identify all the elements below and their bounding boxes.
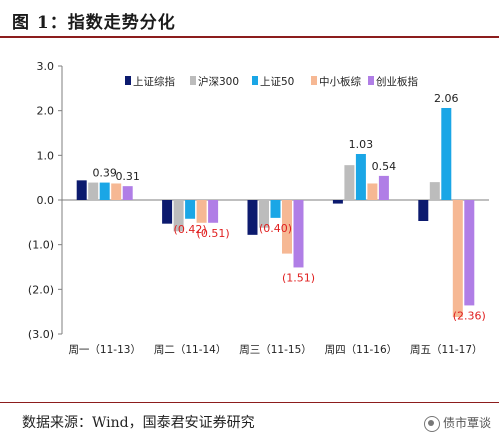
y-tick-label: 0.0 <box>37 194 55 207</box>
legend-swatch <box>311 76 317 85</box>
bar <box>270 200 281 218</box>
data-label: 0.31 <box>115 170 140 183</box>
y-tick-label: 3.0 <box>37 60 55 73</box>
bar <box>293 200 304 268</box>
bar <box>259 200 269 228</box>
title-divider <box>0 36 499 38</box>
bar <box>282 200 292 254</box>
watermark: 债市覃谈 <box>423 414 491 432</box>
bar <box>196 200 207 223</box>
bar <box>185 200 196 219</box>
bar <box>355 153 366 200</box>
footer-divider <box>0 402 499 403</box>
bar <box>367 183 378 200</box>
bar <box>418 200 429 221</box>
bar <box>464 200 475 306</box>
legend-label: 上证综指 <box>133 75 175 88</box>
bar <box>173 200 184 232</box>
bar <box>122 186 133 200</box>
bar <box>429 182 440 200</box>
data-source-note: 数据来源：Wind，国泰君安证券研究 <box>22 415 255 431</box>
data-label: (2.36) <box>453 309 486 322</box>
data-label: 1.03 <box>349 138 374 151</box>
bar <box>111 183 122 200</box>
y-tick-label: 2.0 <box>37 105 55 118</box>
legend-swatch <box>125 76 131 85</box>
data-label: (0.40) <box>259 222 292 235</box>
y-tick-label: (3.0) <box>28 328 54 341</box>
x-category-label: 周一（11-13） <box>68 344 141 356</box>
legend-label: 上证50 <box>260 76 294 88</box>
bar <box>208 200 219 223</box>
data-label: 0.39 <box>92 167 117 180</box>
wechat-icon <box>423 415 440 432</box>
bar <box>332 200 343 204</box>
legend-swatch <box>368 76 374 85</box>
legend-label: 中小板综 <box>319 75 361 88</box>
x-category-label: 周二（11-14） <box>154 344 227 356</box>
data-label: 0.54 <box>372 160 397 173</box>
y-tick-label: 1.0 <box>37 149 55 162</box>
legend-swatch <box>252 76 258 85</box>
bar <box>88 182 99 200</box>
index-trend-chart: 3.0 2.0 1.0 0.0 (1.0) (2.0) (3.0) 上证综指 沪深300 上证50… <box>0 40 499 392</box>
bar <box>247 200 258 235</box>
bar <box>99 182 110 200</box>
bar <box>344 165 355 200</box>
bar <box>378 175 389 200</box>
data-label: 2.06 <box>434 92 459 105</box>
y-tick-label: (1.0) <box>28 239 54 252</box>
bar <box>162 200 173 224</box>
bar <box>452 200 463 318</box>
bar <box>441 107 452 200</box>
watermark-text: 债市覃谈 <box>442 416 491 430</box>
legend-label: 沪深300 <box>198 75 239 88</box>
x-category-label: 周三（11-15） <box>239 344 312 356</box>
bar <box>76 180 87 200</box>
figure-title-row: 图 1：指数走势分化 <box>0 0 499 40</box>
x-category-label: 周五（11-17） <box>410 344 483 356</box>
legend-label: 创业板指 <box>376 75 418 88</box>
y-tick-label: (2.0) <box>28 283 54 296</box>
data-label: (0.51) <box>197 227 230 240</box>
data-label: (0.42) <box>174 223 207 236</box>
x-category-label: 周四（11-16） <box>325 344 398 356</box>
data-label: (1.51) <box>282 271 315 284</box>
figure-title: 图 1：指数走势分化 <box>12 13 176 33</box>
chart-canvas: 3.0 2.0 1.0 0.0 (1.0) (2.0) (3.0) 上证综指 沪深300 上证50… <box>28 60 489 356</box>
legend-swatch <box>190 76 196 85</box>
